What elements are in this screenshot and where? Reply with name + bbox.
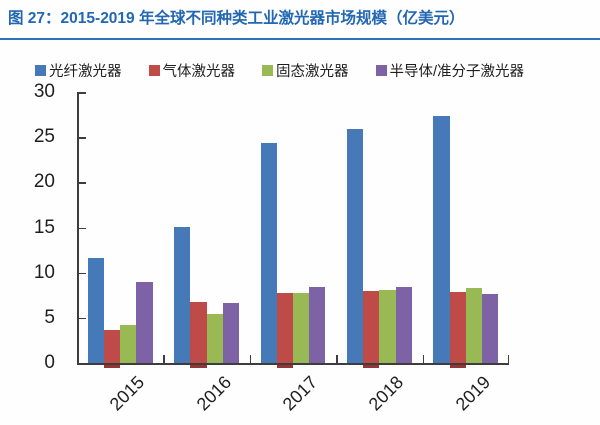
bar-foot-2018 (363, 363, 380, 368)
bar-2018-series0 (347, 129, 364, 363)
y-axis-label: 5 (44, 306, 55, 328)
bar-2019-series3 (482, 294, 499, 363)
bar-2016-series1 (190, 301, 207, 363)
legend-swatch-icon (35, 65, 46, 76)
bar-2018-series1 (363, 290, 380, 363)
x-axis-tick (163, 355, 165, 363)
bar-2016-series3 (222, 303, 239, 363)
bar-2015-series3 (136, 281, 153, 363)
legend-label: 光纤激光器 (49, 64, 122, 80)
legend-item-3: 半导体/准分子激光器 (375, 60, 525, 81)
bar-2019-series2 (465, 288, 482, 363)
bar-foot-2019 (449, 363, 466, 368)
legend-item-0: 光纤激光器 (35, 60, 122, 81)
legend-swatch-icon (375, 65, 387, 76)
x-axis-label: 2016 (192, 372, 235, 415)
x-axis-tick (422, 355, 425, 363)
y-axis-tick (78, 182, 86, 184)
x-axis-label: 2017 (278, 372, 322, 415)
y-axis-tick (78, 227, 86, 229)
legend-label: 半导体/准分子激光器 (389, 64, 525, 80)
bar-2019-series0 (433, 116, 450, 363)
y-axis-label: 0 (44, 352, 55, 373)
y-axis-label: 20 (33, 171, 55, 193)
x-axis-tick (336, 355, 338, 363)
bar-2015-series0 (87, 258, 104, 363)
bar-2019-series1 (449, 291, 466, 363)
bar-foot-2015 (104, 363, 121, 368)
legend-label: 气体激光器 (162, 64, 236, 80)
legend-item-2: 固态激光器 (262, 60, 349, 81)
bar-2016-series2 (206, 314, 223, 363)
plot-area (77, 92, 509, 368)
x-axis-label: 2018 (365, 372, 408, 415)
legend-item-1: 气体激光器 (148, 60, 236, 81)
y-axis-tick (78, 92, 86, 94)
title-underline (0, 38, 600, 40)
bar-2017-series0 (260, 142, 277, 363)
bar-2015-series1 (104, 330, 121, 363)
x-axis-tick (507, 355, 509, 363)
figure-title: 图 27：2015-2019 年全球不同种类工业激光器市场规模（亿美元） (8, 10, 465, 27)
legend-label: 固态激光器 (276, 64, 349, 80)
bar-2018-series3 (395, 287, 412, 363)
y-axis-label: 10 (33, 261, 55, 283)
x-axis-tick (249, 355, 252, 363)
y-axis-tick (78, 137, 86, 139)
bar-2017-series2 (293, 292, 310, 363)
chart-legend: 光纤激光器 气体激光器 固态激光器 半导体/准分子激光器 (35, 60, 595, 81)
legend-swatch-icon (148, 65, 160, 76)
bar-2017-series3 (309, 287, 326, 363)
y-axis-line (77, 92, 79, 363)
legend-swatch-icon (262, 65, 273, 76)
y-axis-label: 25 (33, 126, 55, 148)
y-axis-label: 30 (33, 81, 55, 102)
x-axis-label: 2019 (451, 372, 494, 415)
y-axis-tick (78, 272, 86, 275)
bar-foot-2017 (276, 363, 293, 368)
bar-foot-2016 (190, 363, 207, 368)
bar-2018-series2 (379, 289, 396, 363)
bar-2017-series1 (276, 292, 293, 363)
x-axis-label: 2015 (105, 372, 149, 415)
y-axis-tick (78, 317, 86, 320)
x-axis-line (77, 363, 509, 365)
y-axis-label: 15 (33, 216, 55, 238)
bar-2015-series2 (120, 325, 137, 363)
bar-2016-series0 (174, 226, 191, 363)
